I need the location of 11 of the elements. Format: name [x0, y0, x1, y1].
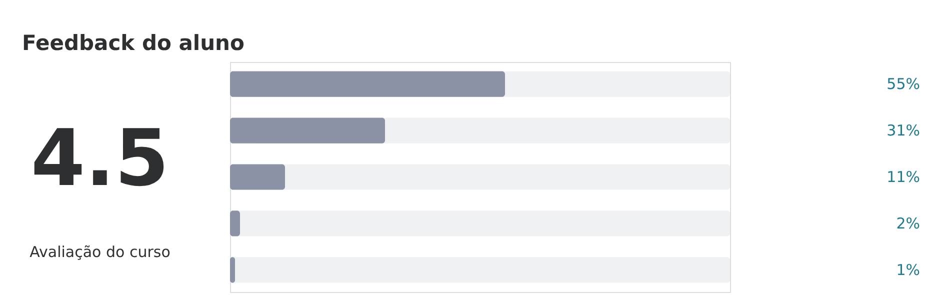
bar	[230, 164, 285, 190]
chart-title: Feedback do aluno	[22, 31, 244, 55]
bar	[230, 210, 240, 236]
data-label: 2%	[896, 214, 920, 232]
data-label: 55%	[886, 75, 920, 94]
bar	[230, 257, 235, 283]
text: Avaliação do curso	[30, 243, 170, 261]
data-label: 1%	[896, 260, 920, 279]
data-label: 31%	[886, 122, 920, 140]
text: 4.5	[30, 114, 170, 204]
data-label: 11%	[886, 168, 920, 186]
